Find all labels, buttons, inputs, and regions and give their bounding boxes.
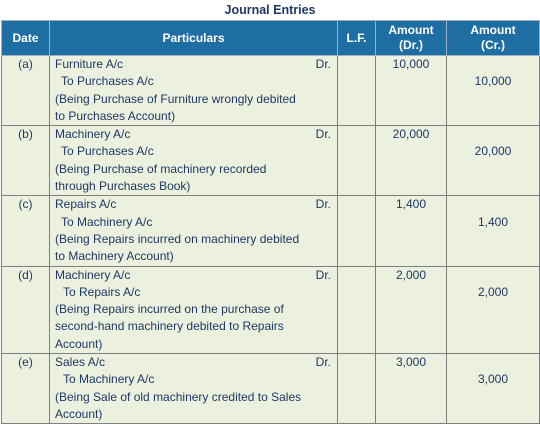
dr-marker: Dr.: [315, 267, 331, 282]
narration-line: through Purchases Book): [55, 179, 191, 194]
header-amount-dr-line1: Amount: [388, 23, 434, 37]
debit-account: Machinery A/c: [55, 267, 131, 282]
narration-line: (Being Sale of old machinery credited to…: [55, 389, 302, 404]
header-amount-dr: Amount (Dr.): [375, 20, 447, 56]
table-row: (c) Repairs A/c Dr. To Machinery A/c (Be…: [1, 195, 540, 267]
narration-line: (Being Repairs incurred on the purchase …: [55, 302, 284, 317]
entry-date: (c): [1, 195, 50, 267]
debit-account: Machinery A/c: [55, 127, 131, 142]
entry-lf: [337, 265, 376, 355]
entry-date: (a): [1, 54, 50, 127]
header-date: Date: [1, 20, 50, 56]
entry-lf: [337, 353, 376, 425]
debit-account: Repairs A/c: [55, 197, 117, 212]
credit-account: To Machinery A/c: [61, 214, 153, 229]
entry-amount-dr: 10,000: [375, 54, 447, 127]
entry-amount-cr: 3,000: [446, 353, 540, 425]
header-amount-cr-line1: Amount: [470, 23, 516, 37]
entry-amount-dr: 1,400: [375, 195, 447, 267]
narration-line: Account): [55, 336, 103, 351]
entry-lf: [337, 195, 376, 267]
entry-amount-dr: 3,000: [375, 353, 447, 425]
amount-cr-value: 2,000: [477, 284, 509, 299]
table-row: (d) Machinery A/c Dr. To Repairs A/c (Be…: [1, 265, 540, 355]
entry-lf: [337, 54, 376, 127]
journal-table: Date Particulars L.F. Amount (Dr.) Amoun…: [1, 20, 540, 425]
entry-date: (e): [1, 353, 50, 425]
dr-marker: Dr.: [315, 57, 331, 71]
dr-marker: Dr.: [315, 355, 331, 370]
narration-line: Account): [55, 406, 103, 421]
debit-account: Sales A/c: [55, 355, 106, 370]
narration-line: second-hand machinery debited to Repairs: [55, 319, 284, 334]
amount-cr-value: 20,000: [474, 144, 512, 159]
entry-amount-cr: 2,000: [446, 265, 540, 355]
amount-cr-value: 3,000: [477, 372, 509, 387]
page-title: Journal Entries: [224, 3, 316, 17]
credit-account: To Purchases A/c: [61, 144, 154, 159]
table-row: (b) Machinery A/c Dr. To Purchases A/c (…: [1, 125, 540, 197]
entry-amount-cr: 1,400: [446, 195, 540, 267]
entry-particulars: Furniture A/c Dr. To Purchases A/c (Bein…: [49, 54, 338, 127]
narration-line: (Being Purchase of Furniture wrongly deb…: [55, 91, 296, 106]
entry-particulars: Machinery A/c Dr. To Purchases A/c (Bein…: [49, 125, 338, 197]
header-amount-cr: Amount (Cr.): [446, 20, 540, 56]
credit-account: To Purchases A/c: [61, 74, 154, 89]
debit-account: Furniture A/c: [55, 57, 124, 71]
entry-lf: [337, 125, 376, 197]
entry-date: (d): [1, 265, 50, 355]
header-particulars: Particulars: [49, 20, 338, 56]
table-row: (a) Furniture A/c Dr. To Purchases A/c (…: [1, 54, 540, 127]
entry-date: (b): [1, 125, 50, 197]
entry-amount-cr: 20,000: [446, 125, 540, 197]
dr-marker: Dr.: [315, 197, 331, 212]
narration-line: to Purchases Account): [55, 108, 176, 123]
narration-line: (Being Repairs incurred on machinery deb…: [55, 231, 300, 246]
credit-account: To Machinery A/c: [63, 372, 155, 387]
header-amount-cr-line2: (Cr.): [481, 38, 505, 52]
credit-account: To Repairs A/c: [63, 284, 141, 299]
entry-amount-dr: 20,000: [375, 125, 447, 197]
header-lf: L.F.: [337, 20, 376, 56]
entry-particulars: Sales A/c Dr. To Machinery A/c (Being Sa…: [49, 353, 338, 425]
dr-marker: Dr.: [315, 127, 331, 142]
header-amount-dr-line2: (Dr.): [399, 38, 423, 52]
entry-particulars: Repairs A/c Dr. To Machinery A/c (Being …: [49, 195, 338, 267]
header-row: Date Particulars L.F. Amount (Dr.) Amoun…: [1, 20, 540, 56]
table-row: (e) Sales A/c Dr. To Machinery A/c (Bein…: [1, 353, 540, 425]
entry-particulars: Machinery A/c Dr. To Repairs A/c (Being …: [49, 265, 338, 355]
amount-cr-value: 1,400: [477, 214, 509, 229]
narration-line: to Machinery Account): [55, 249, 174, 264]
entry-amount-dr: 2,000: [375, 265, 447, 355]
entry-amount-cr: 10,000: [446, 54, 540, 127]
amount-cr-value: 10,000: [474, 74, 512, 89]
narration-line: (Being Purchase of machinery recorded: [55, 161, 267, 176]
